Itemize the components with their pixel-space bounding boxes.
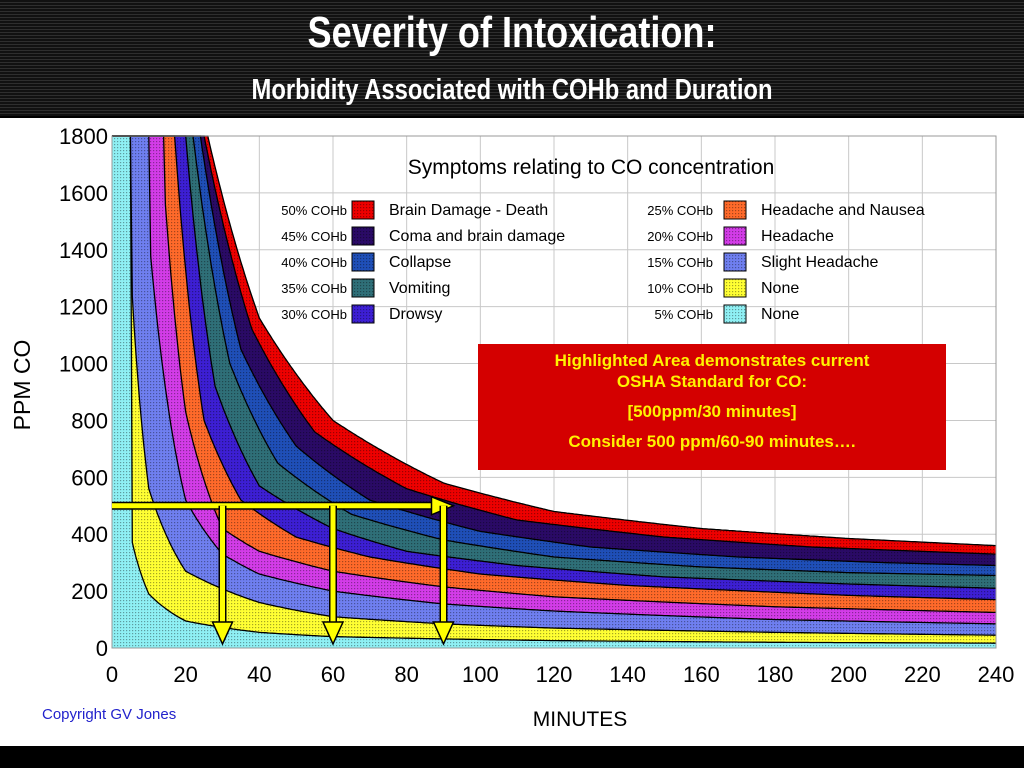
legend-cohb-label: 50% COHb <box>281 203 347 218</box>
curve-10-cohb <box>112 135 996 636</box>
curve-50-cohb <box>112 135 997 547</box>
legend-symptom-label: Headache and Nausea <box>761 202 925 219</box>
chart-axes: 0 20 40 60 80 100 120 140 160 180 200 220 240 0 200 400… <box>59 124 1014 687</box>
legend-swatch-texture <box>724 227 746 245</box>
vertical-arrow-head <box>211 621 234 646</box>
legend-cohb-label: 20% COHb <box>647 229 713 244</box>
curve-20-cohb <box>112 135 996 614</box>
callout-line-3: [500ppm/30 minutes] <box>627 402 797 421</box>
y-tick-label: 1000 <box>59 352 108 377</box>
band-texture <box>112 136 996 648</box>
y-axis-title: PPM CO <box>9 340 35 431</box>
chart-curves <box>112 135 997 644</box>
legend-symptom-label: None <box>761 280 799 297</box>
legend-swatch-texture <box>352 201 374 219</box>
legend-cohb-label: 25% COHb <box>647 203 713 218</box>
legend-swatch-texture <box>352 227 374 245</box>
x-tick-label: 100 <box>462 662 499 687</box>
x-tick-label: 120 <box>536 662 573 687</box>
x-tick-label: 220 <box>904 662 941 687</box>
osha-standard-callout: Highlighted Area demonstrates current OS… <box>478 344 946 470</box>
x-axis-title: MINUTES <box>533 708 628 731</box>
legend-swatch-texture <box>352 253 374 271</box>
plot-frame <box>111 135 997 649</box>
vertical-arrow-head <box>321 621 345 646</box>
curve-5-cohb <box>112 135 996 644</box>
x-tick-label: 60 <box>321 662 345 687</box>
curve-35-cohb <box>112 135 997 577</box>
legend-swatch-texture <box>352 305 374 323</box>
legend-cohb-label: 30% COHb <box>281 307 347 322</box>
y-tick-label: 1800 <box>59 124 108 149</box>
curve-40-cohb <box>112 135 996 567</box>
y-tick-label: 600 <box>71 465 108 490</box>
callout-line-1: Highlighted Area demonstrates current <box>554 351 870 370</box>
x-tick-label: 180 <box>757 662 794 687</box>
legend-symptom-label: Vomiting <box>389 280 450 297</box>
legend-symptom-label: Coma and brain damage <box>389 228 565 245</box>
y-tick-label: 0 <box>96 636 108 661</box>
osha-arrows <box>112 495 456 646</box>
legend-symptom-label: Slight Headache <box>761 254 879 271</box>
x-tick-label: 20 <box>173 662 197 687</box>
legend-swatch-texture <box>724 253 746 271</box>
legend-cohb-label: 35% COHb <box>281 281 347 296</box>
y-tick-label: 1200 <box>59 295 108 320</box>
legend-cohb-label: 45% COHb <box>281 229 347 244</box>
legend-symptom-label: Headache <box>761 228 834 245</box>
slide-title: Severity of Intoxication: <box>307 8 717 57</box>
chart-title: Symptoms relating to CO concentration <box>408 156 775 179</box>
legend-cohb-label: 15% COHb <box>647 255 713 270</box>
curve-30-cohb <box>112 135 997 589</box>
legend-swatch-texture <box>352 279 374 297</box>
legend-swatch-texture <box>724 279 746 297</box>
x-tick-label: 40 <box>247 662 271 687</box>
y-tick-label: 200 <box>71 579 108 604</box>
x-tick-label: 80 <box>394 662 418 687</box>
co-severity-chart: 0 20 40 60 80 100 120 140 160 180 200 220 240 0 200 400… <box>9 124 1014 731</box>
callout-line-2: OSHA Standard for CO: <box>616 372 808 391</box>
slide-subtitle: Morbidity Associated with COHb and Durat… <box>251 74 773 106</box>
y-tick-label: 400 <box>71 522 108 547</box>
y-tick-label: 800 <box>71 408 108 433</box>
x-tick-label: 160 <box>683 662 720 687</box>
legend-cohb-label: 5% COHb <box>654 307 713 322</box>
vertical-arrow-head <box>432 621 455 646</box>
legend-symptom-label: Drowsy <box>389 306 442 323</box>
legend-symptom-label: Brain Damage - Death <box>389 202 548 219</box>
curve-15-cohb <box>112 135 996 625</box>
copyright-text: Copyright GV Jones <box>42 706 177 723</box>
legend-cohb-label: 10% COHb <box>647 281 713 296</box>
x-tick-label: 200 <box>830 662 867 687</box>
x-tick-label: 0 <box>106 662 118 687</box>
footer-bar <box>0 746 1024 768</box>
callout-line-4: Consider 500 ppm/60-90 minutes…. <box>568 432 856 451</box>
chart-legend: 50% COHb Brain Damage - Death 45% COHb Coma… <box>281 200 925 324</box>
legend-cohb-label: 40% COHb <box>281 255 347 270</box>
y-tick-label: 1600 <box>59 181 108 206</box>
y-tick-label: 1400 <box>59 238 108 263</box>
legend-swatch-texture <box>724 201 746 219</box>
legend-symptom-label: None <box>761 306 799 323</box>
x-tick-label: 240 <box>978 662 1015 687</box>
x-tick-label: 140 <box>609 662 646 687</box>
curve-45-cohb <box>112 135 996 555</box>
legend-symptom-label: Collapse <box>389 254 451 271</box>
curve-25-cohb <box>112 135 996 601</box>
title-banner: Severity of Intoxication: Morbidity Asso… <box>0 0 1024 118</box>
legend-swatch-texture <box>724 305 746 323</box>
